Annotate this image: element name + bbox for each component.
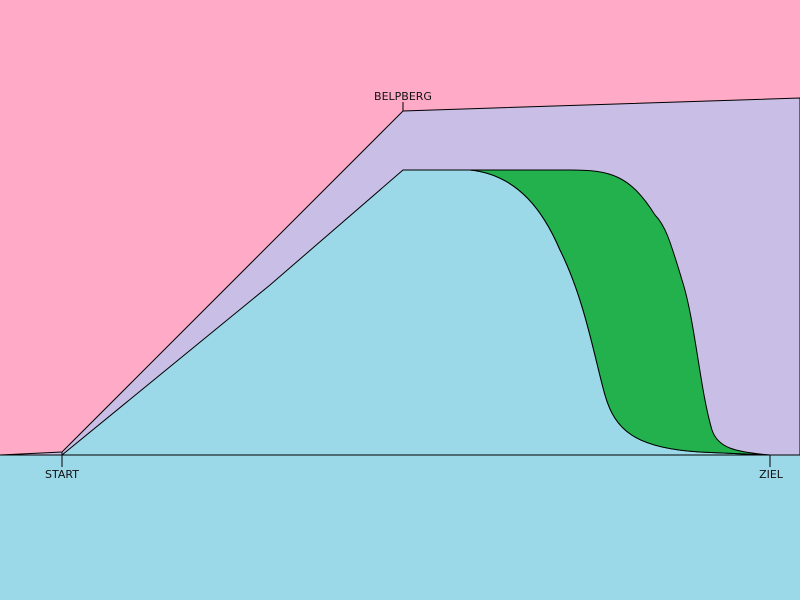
- finish-label: ZIEL: [759, 468, 784, 481]
- peak-label: BELPBERG: [374, 90, 432, 103]
- green-band: [469, 169, 771, 456]
- start-label: START: [45, 468, 79, 481]
- ground: [0, 455, 800, 600]
